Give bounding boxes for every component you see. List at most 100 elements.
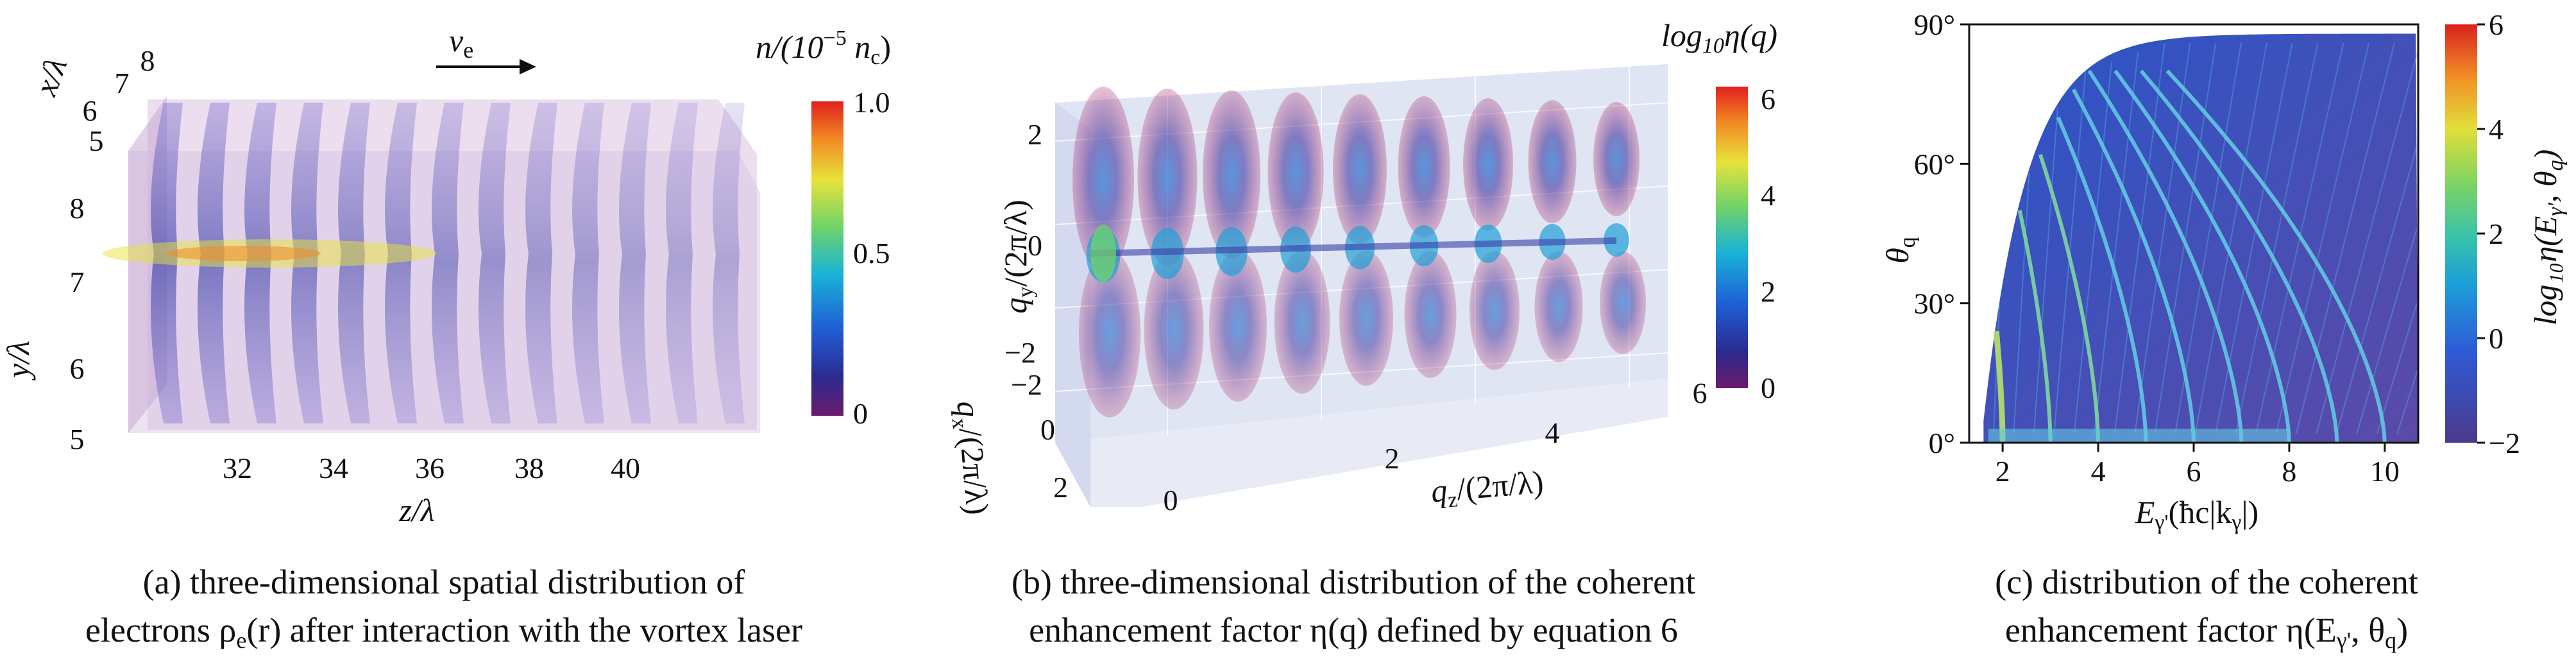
panel-b-lobe-lower — [1534, 251, 1583, 363]
panel-c-fringe — [2194, 42, 2267, 434]
panel-a-slice-12 — [666, 103, 698, 423]
panel-a-colorbar — [811, 101, 843, 416]
panel-c-fringe — [2356, 228, 2418, 434]
panel-a-x-tick: 38 — [514, 452, 544, 484]
panel-c-fringe — [2396, 368, 2419, 434]
panel-b-lobe-upper — [1203, 90, 1260, 259]
panel-b-axis-streak — [1090, 237, 1617, 257]
panel-c-fringe — [2073, 61, 2112, 434]
panel-a-y-tick: 8 — [70, 192, 85, 225]
panel-b-xlabel: qz/(2π/λ) — [1430, 464, 1545, 514]
panel-c-colorbar-label: log₁₀η(Eγ', θq) — [2527, 149, 2568, 326]
panel-c-fringe — [2316, 52, 2418, 434]
panel-a-slice-8 — [479, 103, 511, 423]
panel-a-y-tick: 5 — [70, 423, 85, 456]
panel-a-slice-11 — [619, 103, 651, 423]
panel-b-lobe-upper — [1398, 96, 1450, 237]
panel-c-colorbar — [2445, 24, 2477, 443]
panel-b-y-tick: 2 — [1028, 118, 1042, 151]
panel-b-lobe-upper — [1528, 100, 1577, 223]
panel-c-harmonic-lines — [1988, 69, 2387, 443]
panel-b-colorbar-tick: 4 — [1761, 179, 1775, 212]
panel-c-x-tick: 4 — [2091, 455, 2106, 488]
panel-b-y-tick: 0 — [1028, 229, 1042, 262]
panel-b-zlabel: qx/(2π/λ) — [945, 400, 996, 517]
panel-b-lobe-upper — [1593, 102, 1640, 216]
panel-c-x-tick: 10 — [2370, 455, 2400, 488]
panel-b-colorbar-tick: 6 — [1761, 83, 1775, 115]
panel-c-fringe — [2296, 42, 2395, 434]
panel-a-colorbar-tick: 0 — [853, 397, 868, 430]
panel-c-harmonic-line — [2017, 210, 2053, 443]
panel-c-ticks: 2 4 6 8 10 0° 30° 60° 90° — [1914, 8, 2400, 488]
panel-b-z-tick: 2 — [1053, 471, 1068, 504]
panel-c-fringe — [2114, 42, 2165, 434]
panel-b-lobe-lower — [1339, 250, 1393, 386]
panel-c-colorbar-tick: 2 — [2489, 218, 2504, 250]
panel-c-fringe — [2174, 42, 2242, 434]
panel-c-colorbar-tick: 4 — [2489, 113, 2504, 146]
panel-a-y-tick: 7 — [70, 266, 85, 298]
panel-c-y-tick: 0° — [1929, 427, 1955, 459]
panel-c-fringe — [2154, 42, 2217, 434]
panel-c-region — [1983, 33, 2418, 443]
panel-a-z-tick: 8 — [140, 44, 155, 77]
panel-a-caption-line2: electrons ρe(r) after interaction with t… — [85, 611, 802, 653]
panel-c-colorbar-tick: 6 — [2489, 8, 2504, 41]
panel-b-z-tick: 0 — [1040, 413, 1055, 446]
panel-c-fringe — [2013, 173, 2030, 434]
panel-a-zlabel: x/λ — [27, 53, 74, 100]
panel-b-lobe-lower — [1600, 251, 1646, 355]
panel-c-y-tick: 30° — [1914, 287, 1955, 320]
panel-b-x-tick: 6 — [1693, 377, 1707, 409]
panel-a-z-tick: 6 — [83, 94, 97, 127]
panel-b-colorbar-ticks: 6 4 2 0 — [1761, 83, 1775, 404]
panel-b-ticks: 0 2 4 6 2 0 −2−2 0 2 — [1004, 118, 1707, 517]
panel-c: 2 4 6 8 100°30°60°90° θq Eγ'(ħc|kγ|) 6420−2 … — [1879, 8, 2568, 653]
panel-c-harmonic-line — [2087, 69, 2244, 443]
panel-b-lobe-upper — [1463, 98, 1513, 230]
panel-a-x-tick: 32 — [223, 452, 252, 484]
panel-b-colorbar-tick: 0 — [1761, 371, 1775, 404]
panel-c-fringe — [2376, 303, 2418, 434]
panel-b-z-tick: −2 — [1011, 368, 1042, 401]
panel-b-caption-line1: (b) three-dimensional distribution of th… — [1012, 563, 1695, 601]
panel-a-slice-9 — [525, 103, 557, 423]
panel-c-caption-line1: (c) distribution of the coherent — [1995, 563, 2418, 601]
panel-c-harmonic-line — [2165, 69, 2387, 443]
panel-b-y-tick: −2 — [1004, 336, 1036, 369]
panel-a-z-tick: 5 — [89, 124, 104, 157]
panel-b-colorbar — [1716, 87, 1748, 388]
panel-c-fringe — [2094, 52, 2139, 434]
panel-a-slice-10 — [572, 103, 604, 423]
panel-a-x-tick: 34 — [319, 452, 348, 484]
panel-c-harmonic-line — [1993, 330, 2006, 443]
panel-b-colorbar-tick: 2 — [1761, 275, 1775, 308]
panel-c-colorbar-ticks: 6 4 2 0 −2 — [2477, 8, 2520, 459]
panel-c-colorbar-tick: −2 — [2489, 427, 2520, 459]
panel-b: 0 2 4 6 2 0 −2−2 0 2 qy/(2π/λ) qx/(2π/λ) qz/(2π/… — [945, 17, 1778, 649]
panel-b-lobe-lower — [1274, 250, 1330, 394]
panel-c-fringe — [2275, 42, 2370, 434]
panel-c-xlabel: Eγ'(ħc|kγ|) — [2135, 494, 2258, 534]
panel-c-harmonic-line — [2071, 88, 2196, 443]
panel-b-lobe-upper — [1072, 87, 1134, 273]
panel-a-xlabel: z/λ — [398, 492, 434, 528]
panel-a-ylabel: y/λ — [0, 341, 36, 381]
panel-b-lobe-lower — [1079, 250, 1140, 418]
panel-c-fringe — [2235, 42, 2319, 434]
panel-c-fringe — [2033, 108, 2058, 434]
panel-b-floor — [1055, 379, 1668, 507]
panel-b-lobe-lower — [1404, 251, 1457, 378]
panel-c-harmonic-line — [2139, 69, 2339, 443]
panel-b-hotspot — [1090, 225, 1116, 282]
panel-c-y-tick: 60° — [1914, 148, 1955, 180]
panel-b-lobe-upper — [1333, 94, 1387, 244]
panel-b-lobe-lower — [1144, 250, 1204, 410]
panel-c-caption-line2: enhancement factor η(Eγ', θq) — [2005, 611, 2408, 653]
panel-a-colorbar-tick: 1.0 — [853, 86, 890, 119]
panel-a-caption-line1: (a) three-dimensional spatial distributi… — [143, 563, 745, 601]
panel-b-lobe-upper — [1137, 89, 1198, 266]
panel-b-caption-line2: enhancement factor η(q) defined by equat… — [1029, 611, 1678, 649]
